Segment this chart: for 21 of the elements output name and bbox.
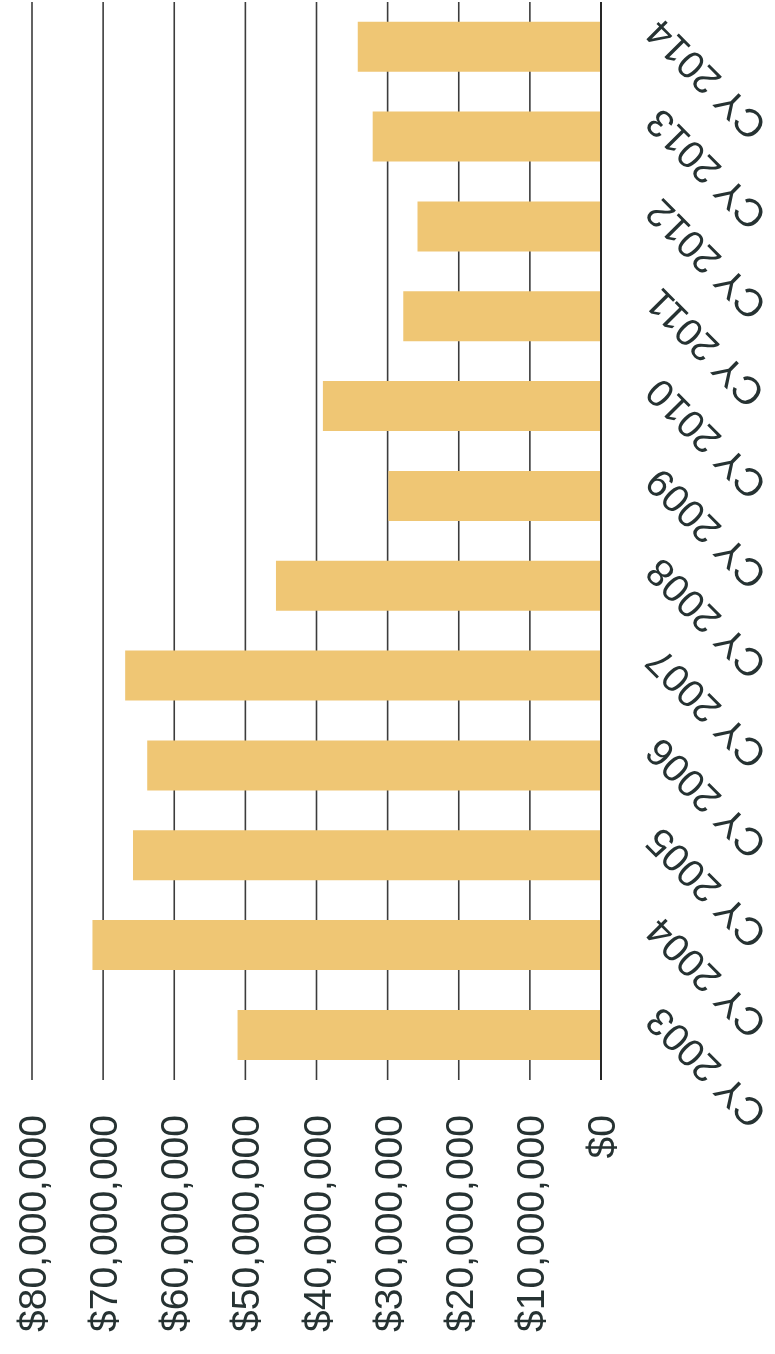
bar (147, 740, 601, 791)
bar (92, 920, 601, 971)
x-tick-label: $30,000,000 (366, 1115, 410, 1332)
x-tick-label: $60,000,000 (152, 1115, 196, 1332)
x-tick-label: $40,000,000 (295, 1115, 338, 1332)
bar (275, 560, 601, 611)
bar (322, 381, 601, 432)
bar (388, 470, 601, 521)
x-tick-label: $20,000,000 (437, 1115, 481, 1332)
x-tick-label: $10,000,000 (508, 1115, 552, 1332)
bar (125, 650, 601, 701)
bar (372, 111, 601, 162)
bar (357, 21, 601, 72)
x-tick-label: $0 (579, 1115, 623, 1159)
x-tick-label: $50,000,000 (223, 1115, 267, 1332)
bar (133, 830, 601, 881)
x-tick-label: $80,000,000 (10, 1115, 54, 1332)
bar (237, 1009, 601, 1060)
bar (417, 201, 601, 252)
bar (403, 291, 601, 342)
x-tick-label: $70,000,000 (81, 1115, 125, 1332)
